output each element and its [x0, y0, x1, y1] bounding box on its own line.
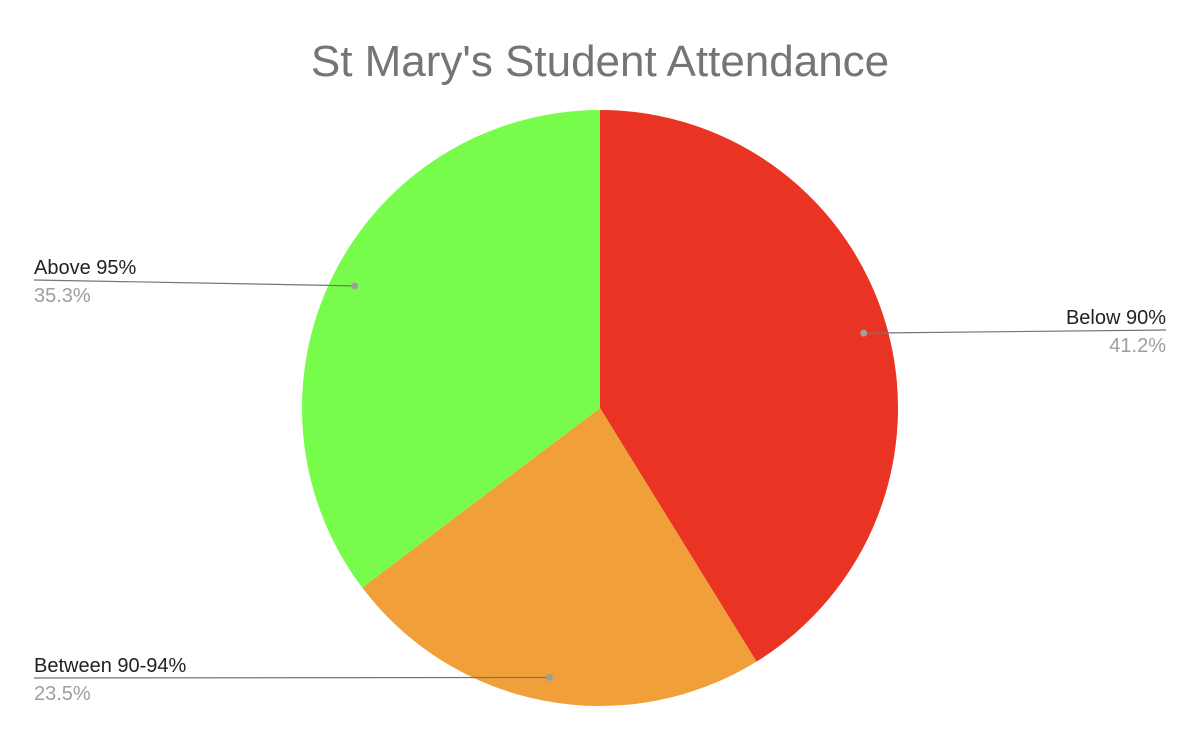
chart-title: St Mary's Student Attendance: [311, 37, 889, 86]
leader-line-below-90: [863, 329, 1167, 334]
pie-slices: [302, 110, 899, 707]
pie-slice-below-90: [600, 110, 899, 662]
slice-label-above-95: Above 95%: [34, 257, 137, 279]
leader-dot-between-90-94: [545, 673, 553, 681]
slice-label-between-90-94: Between 90-94%: [34, 655, 187, 677]
slice-percent-between-90-94: 23.5%: [34, 683, 91, 705]
slice-labels: Below 90% 41.2% Between 90-94% 23.5% Above 9…: [34, 257, 1166, 705]
pie-slice-above-95: [302, 110, 600, 588]
leader-line-above-95: [33, 279, 355, 287]
leader-dot-above-95: [351, 282, 359, 290]
slice-leader-lines: [33, 279, 1167, 681]
leader-line-between-90-94: [33, 676, 550, 679]
slice-label-below-90: Below 90%: [1066, 307, 1166, 329]
slice-percent-below-90: 41.2%: [1109, 335, 1166, 357]
pie-slice-between-90-94: [362, 408, 757, 707]
slice-percent-above-95: 35.3%: [34, 285, 91, 307]
leader-dot-below-90: [860, 329, 868, 337]
